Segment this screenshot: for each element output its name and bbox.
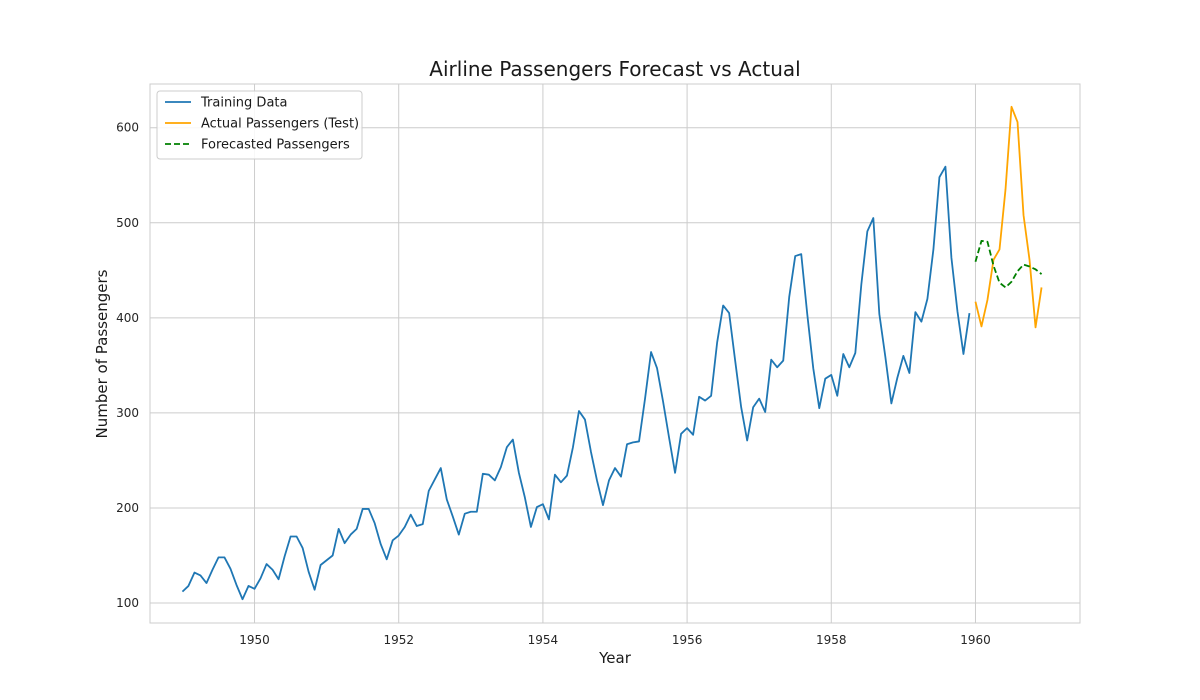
series-line-1: [181, 165, 971, 601]
y-tick-label: 500: [116, 216, 139, 230]
x-tick-label: 1956: [672, 633, 703, 647]
gridlines: [150, 84, 1080, 623]
y-axis-ticks: 100 200 300 400 500 600: [116, 121, 139, 610]
x-tick-label: 1958: [816, 633, 847, 647]
y-tick-label: 100: [116, 596, 139, 610]
series-line-3: [974, 239, 1043, 289]
y-tick-label: 200: [116, 501, 139, 515]
y-tick-label: 600: [116, 121, 139, 135]
chart-title: Airline Passengers Forecast vs Actual: [429, 57, 800, 81]
legend-label-1: Training Data: [200, 96, 287, 111]
y-tick-label: 300: [116, 406, 139, 420]
y-tick-label: 400: [116, 311, 139, 325]
legend: Training Data Actual Passengers (Test) For…: [156, 90, 363, 160]
legend-box: [156, 90, 363, 160]
x-tick-label: 1950: [239, 633, 270, 647]
series-line-2: [974, 105, 1043, 329]
legend-items: Training Data Actual Passengers (Test) For…: [165, 96, 359, 153]
plot-background: [150, 84, 1080, 623]
x-axis-label: Year: [598, 649, 632, 667]
series-layer: [181, 105, 1043, 601]
y-axis-label: Number of Passengers: [93, 269, 111, 438]
x-tick-label: 1960: [960, 633, 991, 647]
x-tick-label: 1954: [528, 633, 559, 647]
plot-frame: [149, 83, 1081, 624]
x-tick-label: 1952: [383, 633, 414, 647]
x-axis-ticks: 1950 1952 1954 1956 1958 1960: [239, 633, 990, 647]
legend-label-3: Forecasted Passengers: [201, 138, 350, 153]
plot-area: [149, 83, 1081, 624]
legend-label-2: Actual Passengers (Test): [201, 117, 359, 132]
